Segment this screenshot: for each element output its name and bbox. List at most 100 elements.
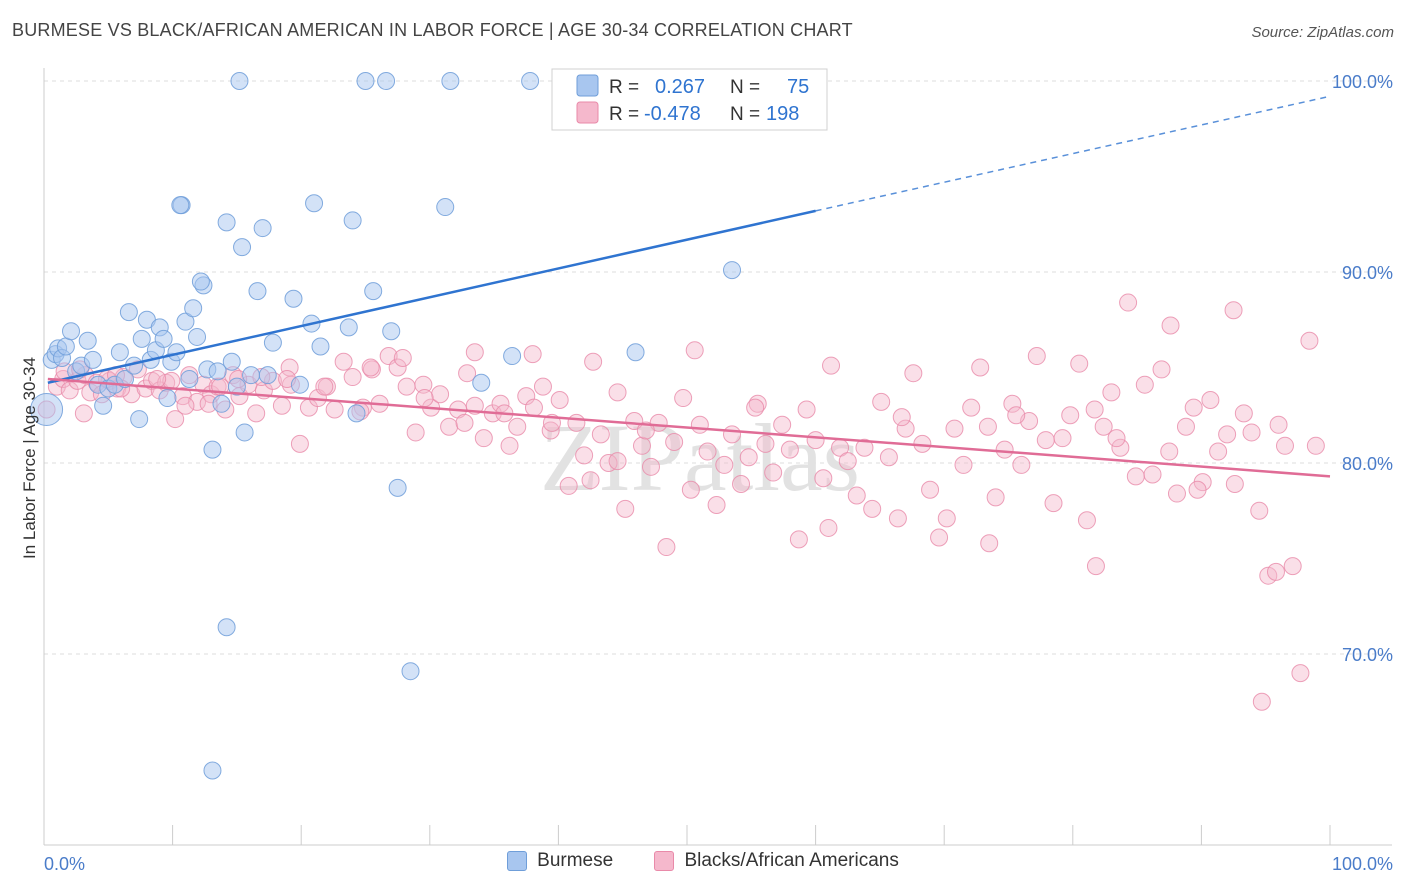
burmese-point [203, 440, 222, 459]
black-point [1234, 404, 1253, 423]
black-point [879, 448, 898, 467]
x-tick-label: 0.0% [44, 854, 85, 874]
black-n-value: 198 [766, 103, 799, 125]
burmese-point [311, 337, 330, 356]
black-r-label: R = [609, 104, 639, 125]
black-r-value: -0.478 [644, 103, 701, 125]
burmese-point [227, 377, 246, 396]
black-point [1003, 394, 1022, 413]
black-point [1266, 562, 1285, 581]
burmese-point [339, 318, 358, 337]
black-n-label: N = [730, 104, 760, 125]
burmese-point [154, 329, 173, 348]
black-point [930, 528, 949, 547]
black-point [60, 381, 79, 400]
black-point [1224, 301, 1243, 320]
burmese-legend-swatch [507, 851, 528, 871]
burmese-point [30, 393, 64, 427]
black-point [1102, 383, 1121, 402]
black-point [863, 499, 882, 518]
black-point [819, 518, 838, 537]
black-point [715, 455, 734, 474]
black-point [681, 480, 700, 499]
black-point [591, 425, 610, 444]
black-point [1269, 415, 1288, 434]
black-point [280, 358, 299, 377]
black-point [455, 413, 474, 432]
black-point [74, 404, 93, 423]
black-point [1252, 692, 1271, 711]
burmese-point [401, 662, 420, 681]
burmese-point [180, 369, 199, 388]
y-tick-labels: 100.0% 90.0% 80.0% 70.0% [1332, 72, 1393, 665]
burmese-point [235, 423, 254, 442]
black-point [584, 352, 603, 371]
black-trend-line [47, 377, 1331, 478]
black-point [1161, 316, 1180, 335]
black-point [780, 440, 799, 459]
burmese-point [723, 261, 742, 280]
y-axis-label: In Labor Force | Age 30-34 [20, 357, 39, 559]
burmese-point [503, 347, 522, 366]
black-point [393, 348, 412, 367]
black-point [136, 379, 155, 398]
burmese-point [130, 410, 149, 429]
black-point [148, 369, 167, 388]
black-point [838, 452, 857, 471]
black-point [707, 496, 726, 515]
burmese-point [56, 337, 75, 356]
burmese-point [132, 329, 151, 348]
black-point [896, 419, 915, 438]
y-tick-label: 70.0% [1342, 645, 1393, 665]
black-point [1176, 417, 1195, 436]
black-point [995, 440, 1014, 459]
burmese-point [233, 238, 252, 257]
burmese-point [212, 394, 231, 413]
burmese-point [222, 352, 241, 371]
black-point [937, 509, 956, 528]
x-tick-labels: 0.0% 100.0% [44, 854, 1393, 874]
black-point [474, 429, 493, 448]
black-point [657, 538, 676, 557]
black-point [971, 358, 990, 377]
axes [43, 68, 1392, 846]
black-point [247, 404, 266, 423]
black-point [550, 390, 569, 409]
legend-item-burmese[interactable]: Burmese [507, 850, 613, 872]
burmese-point [94, 396, 113, 415]
burmese-point [176, 312, 195, 331]
black-point [315, 377, 334, 396]
black-point [822, 356, 841, 375]
black-point [756, 434, 775, 453]
stats-legend: R = 0.267 N = 75 R = -0.478 N = 198 [551, 68, 828, 131]
black-point [616, 499, 635, 518]
burmese-point [258, 366, 277, 385]
black-point [636, 421, 655, 440]
burmese-point [284, 289, 303, 308]
black-point [732, 475, 751, 494]
burmese-point [305, 194, 324, 213]
burmese-point [188, 327, 207, 346]
black-point [1250, 501, 1269, 520]
burmese-point [253, 219, 272, 238]
burmese-point [248, 282, 267, 301]
black-point [581, 471, 600, 490]
burmese-point [472, 373, 491, 392]
black-point [723, 425, 742, 444]
legend-item-black[interactable]: Blacks/African Americans [654, 850, 899, 872]
burmese-point [62, 322, 81, 341]
black-point [397, 377, 416, 396]
y-tick-label: 100.0% [1332, 72, 1393, 92]
black-point [541, 421, 560, 440]
black-point [685, 341, 704, 360]
watermark: ZIPatlas [540, 404, 860, 511]
black-point [921, 480, 940, 499]
black-point [1012, 455, 1031, 474]
burmese-point [208, 362, 227, 381]
black-point [1107, 429, 1126, 448]
burmese-point [171, 196, 190, 215]
black-point [188, 392, 207, 411]
black-point [414, 375, 433, 394]
burmese-trend-extension [815, 95, 1331, 212]
black-point [1201, 390, 1220, 409]
